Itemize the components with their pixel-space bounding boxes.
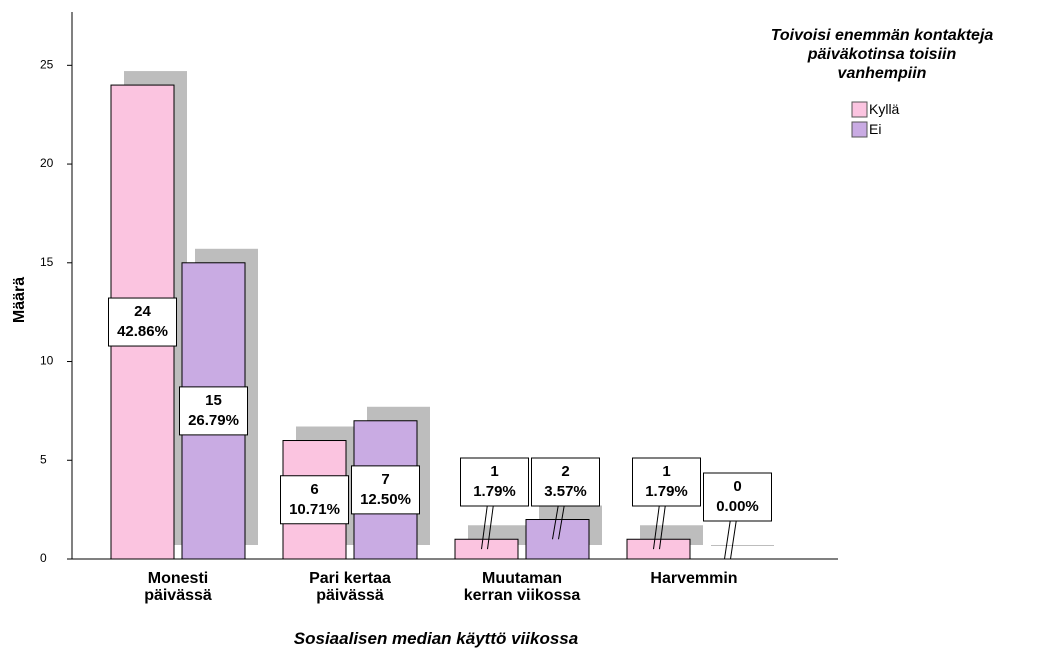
data-label-percent: 26.79%	[188, 412, 239, 429]
data-label-percent: 1.79%	[473, 483, 516, 500]
leader-line	[659, 503, 666, 550]
x-tick-label: Monesti päivässä	[144, 570, 212, 604]
data-label-box	[108, 297, 177, 347]
legend-label: Ei	[869, 121, 881, 137]
x-tick-label: Pari kertaa päivässä	[309, 570, 391, 604]
bar	[525, 519, 590, 560]
data-label-count: 1	[490, 463, 498, 480]
x-axis-label: Sosiaalisen median käyttö viikossa	[294, 629, 578, 648]
leader-line	[481, 503, 488, 550]
data-label-percent: 12.50%	[360, 491, 411, 508]
y-tick-label: 5	[40, 452, 47, 466]
y-tick-label: 25	[40, 57, 54, 71]
leader-line	[558, 503, 565, 540]
x-tick-label: Muutaman kerran viikossa	[464, 570, 581, 604]
data-label-count: 24	[134, 303, 151, 320]
data-label-count: 0	[733, 478, 741, 495]
y-tick-label: 15	[40, 255, 54, 269]
leader-line	[653, 503, 660, 550]
bar	[626, 538, 691, 560]
leader-line	[724, 518, 731, 560]
data-label-box	[280, 475, 349, 525]
x-tick-label: Harvemmin	[650, 570, 737, 587]
legend-title: Toivoisi enemmän kontakteja päiväkotinsa …	[771, 27, 994, 82]
legend-swatch	[851, 121, 868, 138]
bar	[454, 538, 519, 560]
data-label-count: 2	[561, 463, 569, 480]
bar-shadow	[711, 545, 774, 546]
data-label-count: 7	[381, 471, 389, 488]
y-axis-label: Määrä	[11, 277, 28, 323]
y-tick-label: 0	[40, 551, 47, 565]
leader-line	[487, 503, 494, 550]
data-label-percent: 10.71%	[289, 501, 340, 518]
data-label-count: 15	[205, 392, 222, 409]
data-label-box	[703, 472, 772, 522]
legend-label: Kyllä	[869, 101, 900, 117]
y-tick-label: 10	[40, 354, 54, 368]
data-label-percent: 1.79%	[645, 483, 688, 500]
data-label-count: 6	[310, 481, 318, 498]
labels: 24 42.86% 15 26.79% 6 10.71% 7 12.50% 1 1.79% 2 3.5…	[108, 297, 772, 560]
legend-swatch	[851, 101, 868, 118]
data-label-percent: 42.86%	[117, 323, 168, 340]
data-label-box	[351, 465, 420, 515]
data-label-count: 1	[662, 463, 670, 480]
y-tick-label: 20	[40, 156, 54, 170]
data-label-box	[632, 457, 701, 507]
data-label-box	[460, 457, 529, 507]
leader-line	[552, 503, 559, 540]
data-label-box	[531, 457, 600, 507]
data-label-box	[179, 386, 248, 436]
leader-line	[730, 518, 737, 560]
data-label-percent: 0.00%	[716, 498, 759, 515]
data-label-percent: 3.57%	[544, 483, 587, 500]
